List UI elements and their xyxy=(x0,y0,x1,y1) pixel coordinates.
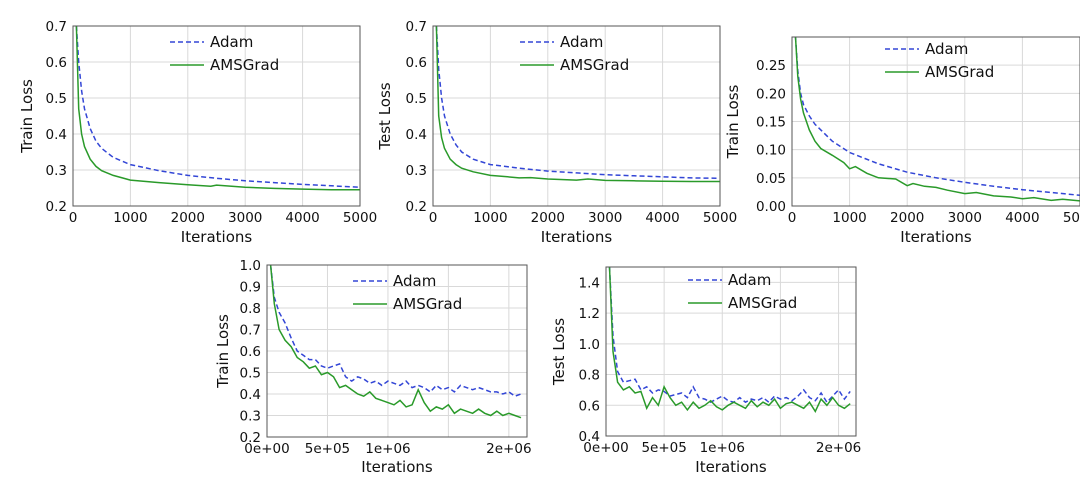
y-tick-label: 0.5 xyxy=(46,91,67,107)
x-tick-label: 5000 xyxy=(343,210,377,226)
amsgrad-series-line xyxy=(435,26,720,183)
x-tick-label: 1e+06 xyxy=(365,441,410,457)
y-tick-label: 0.7 xyxy=(46,19,67,35)
legend-label: AMSGrad xyxy=(925,63,994,81)
y-tick-label: 0.4 xyxy=(579,429,600,445)
chart-5-test-loss: 0e+00 5e+05 1e+06 2e+06 0.4 0.6 0.8 1.0 1.2 1.4 Ad… xyxy=(550,266,861,476)
plot-frame xyxy=(72,25,361,207)
x-axis-label: Iterations xyxy=(541,228,613,246)
plot-frame xyxy=(432,25,721,207)
y-axis-label: Train Loss xyxy=(724,84,742,159)
y-tick-label: 1.0 xyxy=(579,337,600,353)
adam-series-line xyxy=(608,267,851,404)
legend-label: AMSGrad xyxy=(560,56,629,74)
y-tick-label: 0.4 xyxy=(46,127,67,143)
y-tick-label: 0.7 xyxy=(406,19,427,35)
x-tick-label: 0e+00 xyxy=(244,441,289,457)
x-tick-label: 5e+05 xyxy=(641,440,686,456)
y-tick-label: 0.5 xyxy=(240,366,261,382)
chart-2-test-loss: 0 1000 2000 3000 4000 5000 0.2 0.3 0.4 0.5 0.6 0.7 A… xyxy=(376,19,737,246)
y-axis-label: Test Loss xyxy=(376,82,394,150)
adam-series-line xyxy=(269,265,522,398)
amsgrad-series-line xyxy=(608,267,851,413)
y-tick-label: 0.3 xyxy=(240,409,261,425)
legend-label: Adam xyxy=(925,40,968,58)
y-tick-label: 0.7 xyxy=(240,323,261,339)
x-tick-label: 5e+05 xyxy=(305,441,350,457)
y-tick-label: 0.6 xyxy=(240,344,261,360)
x-tick-label: 0 xyxy=(788,210,797,226)
y-tick-label: 0.20 xyxy=(756,86,786,102)
legend-label: Adam xyxy=(728,271,771,289)
x-tick-label: 1e+06 xyxy=(700,440,745,456)
plot-frame xyxy=(266,264,528,438)
y-axis-label: Train Loss xyxy=(18,79,36,154)
plot-frame xyxy=(791,36,1080,207)
x-tick-label: 3000 xyxy=(588,210,622,226)
adam-series-line xyxy=(75,26,360,189)
legend-label: Adam xyxy=(393,272,436,290)
chart-1-train-loss: 0 1000 2000 3000 4000 5000 0.2 0.3 0.4 0.5 0.6 0.7 A… xyxy=(18,19,377,246)
y-tick-label: 0.8 xyxy=(240,301,261,317)
y-tick-label: 0.4 xyxy=(406,127,427,143)
x-tick-label: 5000 xyxy=(703,210,737,226)
y-tick-label: 0.2 xyxy=(406,199,427,215)
y-tick-label: 0.4 xyxy=(240,387,261,403)
y-tick-label: 0.00 xyxy=(756,199,786,215)
y-tick-label: 0.6 xyxy=(46,55,67,71)
legend-label: Adam xyxy=(560,33,603,51)
y-tick-label: 0.6 xyxy=(579,398,600,414)
x-tick-label: 4000 xyxy=(285,210,319,226)
y-tick-label: 0.9 xyxy=(240,280,261,296)
x-axis-label: Iterations xyxy=(695,458,767,476)
adam-series-line xyxy=(435,26,720,180)
y-tick-label: 0.25 xyxy=(756,58,786,74)
x-tick-label: 3000 xyxy=(948,210,982,226)
legend-label: Adam xyxy=(210,33,253,51)
x-tick-label: 3000 xyxy=(228,210,262,226)
y-tick-label: 0.05 xyxy=(756,171,786,187)
y-tick-label: 0.3 xyxy=(406,163,427,179)
x-tick-label: 0 xyxy=(429,210,438,226)
y-tick-label: 0.2 xyxy=(46,199,67,215)
x-axis-label: Iterations xyxy=(361,458,433,476)
x-tick-label: 2000 xyxy=(531,210,565,226)
y-tick-label: 0.6 xyxy=(406,55,427,71)
x-tick-label: 0 xyxy=(69,210,78,226)
y-tick-label: 1.0 xyxy=(240,258,261,274)
chart-4-train-loss: 0e+00 5e+05 1e+06 2e+06 0.2 0.3 0.4 0.5 0.6 0.7 0.… xyxy=(214,258,532,476)
legend-label: AMSGrad xyxy=(210,56,279,74)
x-tick-label: 4000 xyxy=(645,210,679,226)
y-axis-label: Train Loss xyxy=(214,314,232,389)
x-tick-label: 2e+06 xyxy=(486,441,531,457)
amsgrad-series-line xyxy=(794,37,1080,202)
plot-frame xyxy=(605,266,857,437)
y-tick-label: 0.5 xyxy=(406,91,427,107)
y-tick-label: 1.4 xyxy=(579,275,600,291)
x-tick-label: 2000 xyxy=(171,210,205,226)
y-tick-label: 0.2 xyxy=(240,430,261,446)
x-axis-label: Iterations xyxy=(900,228,972,246)
x-tick-label: 4000 xyxy=(1005,210,1039,226)
x-tick-label: 1000 xyxy=(473,210,507,226)
y-tick-label: 0.10 xyxy=(756,143,786,159)
amsgrad-series-line xyxy=(269,265,522,419)
x-tick-label: 1000 xyxy=(113,210,147,226)
legend-label: AMSGrad xyxy=(728,294,797,312)
legend-label: AMSGrad xyxy=(393,295,462,313)
chart-3-train-loss: 0 1000 2000 3000 4000 5000 0.00 0.05 0.10 0.15 0.2… xyxy=(724,36,1080,246)
y-tick-label: 0.8 xyxy=(579,368,600,384)
y-tick-label: 0.3 xyxy=(46,163,67,179)
amsgrad-series-line xyxy=(75,26,360,191)
y-axis-label: Test Loss xyxy=(550,318,568,386)
x-axis-label: Iterations xyxy=(181,228,253,246)
x-tick-label: 2e+06 xyxy=(816,440,861,456)
x-tick-label: 1000 xyxy=(832,210,866,226)
adam-series-line xyxy=(794,37,1080,197)
x-tick-label: 5000 xyxy=(1063,210,1080,226)
y-tick-label: 0.15 xyxy=(756,115,786,131)
x-tick-label: 2000 xyxy=(890,210,924,226)
x-tick-label: 0e+00 xyxy=(583,440,628,456)
y-tick-label: 1.2 xyxy=(579,306,600,322)
